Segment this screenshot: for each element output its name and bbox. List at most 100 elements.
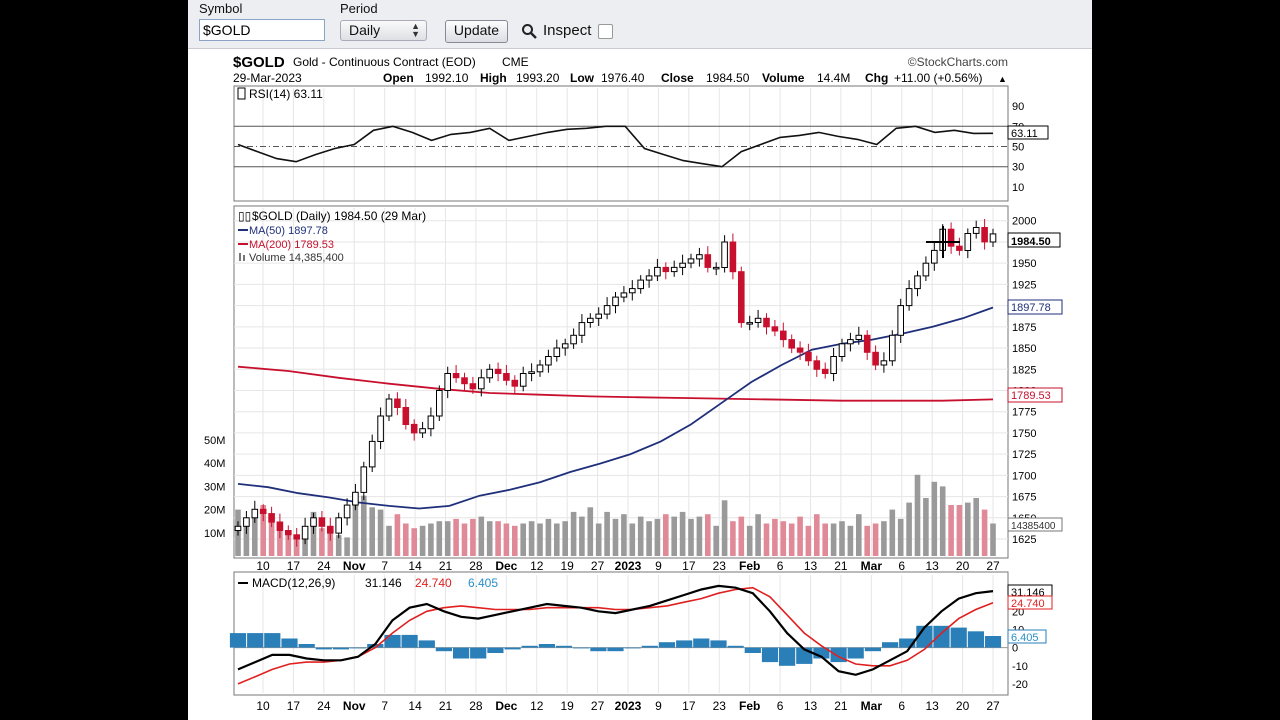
volume-bar <box>721 500 728 556</box>
svg-text:1984.50: 1984.50 <box>1011 236 1051 248</box>
candle-body <box>301 525 309 540</box>
magnifier-icon[interactable] <box>521 23 537 39</box>
volume-bar <box>629 523 636 556</box>
x-tick-label: 17 <box>682 699 696 713</box>
rsi-tick-label: 30 <box>1012 162 1024 174</box>
volume-bar <box>470 518 476 556</box>
volume-bar <box>386 525 392 556</box>
rsi-line <box>237 125 994 168</box>
macd-histogram-bar <box>916 625 933 648</box>
signal-value-badge: 24.740 <box>1007 595 1053 610</box>
price-tick-label: 1725 <box>1012 449 1036 461</box>
volume-bar <box>252 514 258 556</box>
price-tick-label: 2000 <box>1012 216 1036 228</box>
x-tick-label: 6 <box>777 559 784 573</box>
volume-bar <box>260 505 266 556</box>
ma200-line <box>237 365 994 402</box>
svg-text:1789.53: 1789.53 <box>1011 390 1051 402</box>
volume-bar <box>453 518 459 556</box>
x-tick-label: 14 <box>408 699 422 713</box>
macd-histogram-bar <box>864 647 881 652</box>
candle-body <box>503 373 510 381</box>
high-value: 1993.20 <box>516 71 560 85</box>
macd-histogram-bar <box>950 627 967 648</box>
volume-bar <box>746 525 753 556</box>
open-label: Open <box>383 71 414 85</box>
macd-histogram-bar <box>641 645 658 648</box>
volume-value: 14.4M <box>817 71 850 85</box>
macd-histogram-bar <box>761 647 779 663</box>
close-label: Close <box>661 71 694 85</box>
macd-histogram-bar <box>264 633 281 648</box>
candle-body <box>553 347 561 357</box>
volume-bar <box>461 523 468 556</box>
volume-bar <box>981 509 988 556</box>
x-tick-label: 9 <box>655 559 662 573</box>
volume-bar <box>587 507 594 556</box>
period-select[interactable]: Daily ▲ ▼ <box>340 20 427 41</box>
volume-bar <box>965 502 971 556</box>
candle-body <box>712 266 720 270</box>
inspect-checkbox[interactable] <box>598 24 613 39</box>
volume-bar <box>864 525 870 556</box>
symbol-input[interactable] <box>199 19 325 41</box>
volume-bar <box>319 528 325 556</box>
macd-histogram-bar <box>229 633 247 648</box>
x-tick-label: 12 <box>530 559 544 573</box>
volume-bar <box>520 523 526 556</box>
x-tick-label: 21 <box>834 559 848 573</box>
ma200-value-badge: 1789.53 <box>1007 387 1063 403</box>
candle-body <box>419 428 426 434</box>
volume-bar <box>344 537 350 556</box>
candle-body <box>872 351 879 366</box>
candle-body <box>486 368 493 379</box>
svg-text:1897.78: 1897.78 <box>1011 302 1051 314</box>
volume-bar <box>881 521 887 556</box>
macd-histogram-bar <box>573 647 590 649</box>
macd-histogram-bar <box>332 647 350 650</box>
price-tick-label: 1625 <box>1012 534 1036 546</box>
update-button[interactable]: Update <box>445 20 508 43</box>
rsi-plot <box>234 125 1008 168</box>
x-tick-label: 23 <box>713 699 727 713</box>
candle-body <box>561 343 569 349</box>
macd-histogram-bar <box>401 634 418 648</box>
x-tick-label: Mar <box>861 559 883 573</box>
volume-bar <box>554 523 560 556</box>
macd-tick-label: -10 <box>1012 661 1028 673</box>
x-tick-label: 28 <box>469 699 483 713</box>
volume-bar <box>814 514 820 556</box>
price-tick-label: 1850 <box>1012 343 1036 355</box>
x-tick-label: 17 <box>287 699 301 713</box>
price-legend-icon: ▯▯ <box>238 209 251 223</box>
volume-bar <box>528 521 535 556</box>
macd-histogram-bar <box>779 647 796 666</box>
period-label: Period <box>340 1 378 16</box>
candle-body <box>377 415 384 442</box>
candle-body <box>721 241 728 268</box>
macd-histogram-bar <box>435 647 452 652</box>
volume-bar <box>646 521 652 556</box>
macd-histogram-bar <box>899 638 916 648</box>
volume-bar <box>495 521 501 556</box>
candle-body <box>545 356 552 366</box>
macd-histogram-bar <box>744 647 761 653</box>
volume-bar <box>377 509 384 556</box>
candle-body <box>318 517 326 527</box>
candle-body <box>830 356 837 374</box>
ma50-value-badge: 1897.78 <box>1007 299 1063 315</box>
inspect-label: Inspect <box>543 22 592 39</box>
macd-histogram-bar <box>967 631 984 648</box>
macd-histogram-bar <box>555 645 573 648</box>
volume-tick-label: 10M <box>204 528 225 540</box>
x-tick-label: 7 <box>381 559 388 573</box>
volume-bar <box>444 521 451 556</box>
rsi-legend: RSI(14) 63.11 <box>249 87 323 101</box>
candle-body <box>259 508 267 514</box>
candle-body <box>989 233 997 243</box>
macd-histogram-bar <box>847 647 864 659</box>
price-tick-label: 1825 <box>1012 364 1036 376</box>
volume-bar <box>906 502 912 556</box>
open-value: 1992.10 <box>425 71 469 85</box>
candle-body <box>352 491 359 506</box>
